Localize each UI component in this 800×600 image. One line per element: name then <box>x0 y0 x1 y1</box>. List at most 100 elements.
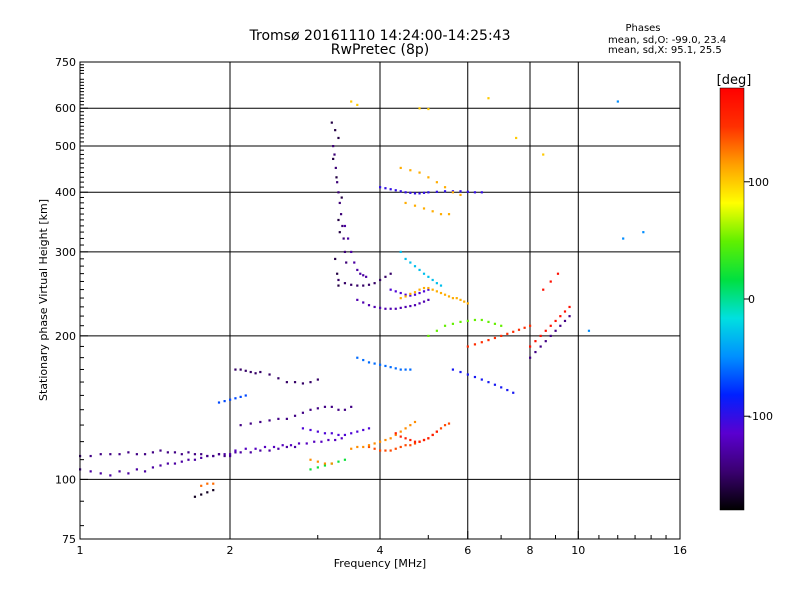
scatter-point <box>409 191 412 194</box>
scatter-point <box>332 144 335 148</box>
x-tick-label: 8 <box>527 544 534 557</box>
scatter-point <box>427 107 430 111</box>
scatter-point <box>320 440 323 443</box>
scatter-point <box>151 466 155 469</box>
scatter-point <box>362 301 365 304</box>
scatter-point <box>336 272 339 275</box>
scatter-point <box>200 453 203 456</box>
colorbar-tick-label: 100 <box>748 176 769 189</box>
scatter-point <box>554 329 557 332</box>
scatter-point <box>127 472 130 475</box>
scatter-point <box>493 322 497 325</box>
scatter-point <box>451 297 455 300</box>
scatter-point <box>239 451 242 454</box>
scatter-point <box>143 470 147 473</box>
colorbar <box>719 87 745 511</box>
scatter-point <box>506 332 509 335</box>
scatter-point <box>539 334 542 338</box>
scatter-point <box>418 291 421 295</box>
scatter-point <box>404 444 407 447</box>
scatter-point <box>353 261 356 264</box>
scatter-point <box>323 432 327 435</box>
scatter-point <box>277 447 280 450</box>
scatter-point <box>343 224 347 228</box>
scatter-point <box>362 284 365 287</box>
scatter-point <box>316 460 319 463</box>
scatter-point <box>206 454 209 458</box>
scatter-point <box>418 192 421 195</box>
data-points <box>79 97 645 498</box>
scatter-point <box>422 286 426 290</box>
scatter-point <box>239 368 242 371</box>
scatter-point <box>239 424 242 427</box>
scatter-point <box>350 432 353 435</box>
scatter-point <box>389 307 392 310</box>
scatter-point <box>394 432 397 435</box>
scatter-point <box>544 329 547 332</box>
scatter-point <box>443 424 447 427</box>
scatter-point <box>373 305 376 309</box>
scatter-point <box>394 189 397 192</box>
scatter-point <box>293 414 297 417</box>
scatter-point <box>173 462 177 465</box>
scatter-point <box>367 304 371 307</box>
scatter-point <box>135 468 138 471</box>
scatter-point <box>373 447 376 450</box>
colorbar-tick-label: 0 <box>748 293 755 306</box>
scatter-point <box>334 438 337 442</box>
scatter-point <box>422 207 426 210</box>
scatter-point <box>332 157 335 161</box>
scatter-point <box>367 361 371 364</box>
scatter-point <box>451 368 455 371</box>
scatter-point <box>413 440 417 443</box>
scatter-point <box>404 305 407 309</box>
scatter-point <box>316 430 319 433</box>
scatter-point <box>480 378 483 381</box>
scatter-point <box>473 375 477 379</box>
scatter-point <box>244 369 247 372</box>
scatter-point <box>642 231 645 234</box>
scatter-point <box>337 460 340 463</box>
scatter-point <box>399 250 402 254</box>
scatter-point <box>166 451 169 454</box>
scatter-point <box>99 472 102 475</box>
scatter-point <box>435 430 438 433</box>
scatter-point <box>330 121 333 124</box>
scatter-point <box>394 307 397 310</box>
scatter-point <box>350 447 353 450</box>
scatter-point <box>413 442 417 445</box>
scatter-point <box>616 100 619 103</box>
scatter-point <box>587 329 591 332</box>
scatter-point <box>413 293 417 296</box>
colorbar-tick-label: -100 <box>748 410 773 423</box>
scatter-point <box>316 466 319 469</box>
scatter-point <box>463 300 466 303</box>
scatter-point <box>404 295 407 298</box>
x-tick-label: 2 <box>227 544 234 557</box>
scatter-point <box>389 437 392 440</box>
scatter-point <box>223 400 226 403</box>
grid-lines <box>80 62 680 539</box>
scatter-point <box>427 286 430 290</box>
y-tick-label: 75 <box>62 533 76 546</box>
scatter-point <box>413 291 417 294</box>
scatter-point <box>193 458 197 461</box>
scatter-point <box>263 445 267 449</box>
scatter-point <box>435 282 438 285</box>
scatter-point <box>422 290 426 293</box>
y-tick-label: 200 <box>55 330 76 343</box>
scatter-point <box>568 315 571 318</box>
scatter-point <box>379 440 382 443</box>
scatter-point <box>427 176 430 179</box>
scatter-point <box>554 319 557 323</box>
scatter-point <box>404 368 407 371</box>
scatter-point <box>394 367 397 370</box>
scatter-point <box>493 336 497 340</box>
scatter-point <box>409 368 412 371</box>
scatter-point <box>435 290 438 293</box>
scatter-point <box>268 449 271 452</box>
scatter-point <box>500 334 503 338</box>
y-tick-label: 750 <box>55 56 76 69</box>
scatter-point <box>335 176 338 179</box>
